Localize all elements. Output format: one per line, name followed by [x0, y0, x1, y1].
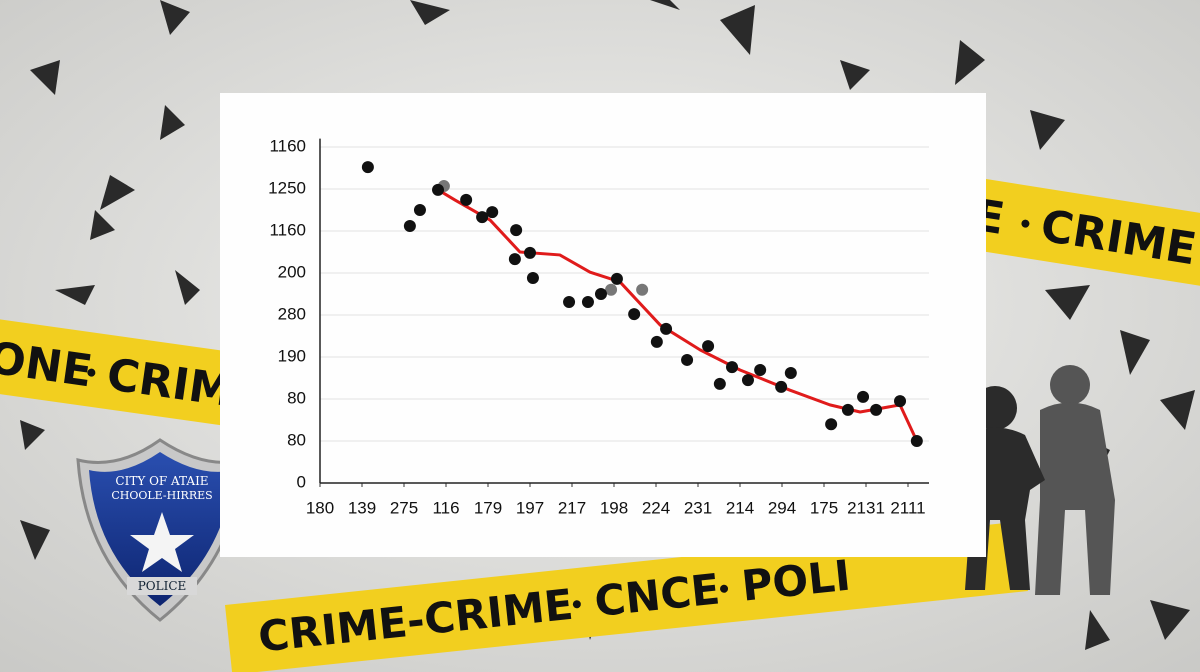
badge-text: CITY OF ATAIE: [115, 474, 208, 488]
data-point: [660, 322, 673, 335]
y-tick-label: 80: [287, 430, 306, 449]
x-tick-label: 231: [684, 498, 712, 517]
data-point: [628, 308, 641, 321]
x-tick-label: 139: [348, 498, 376, 517]
data-point: [508, 253, 521, 266]
y-tick-label: 280: [278, 304, 306, 323]
x-tick-label: 294: [768, 498, 796, 517]
data-point: [594, 288, 607, 300]
tape-left: ONE CRIM: [0, 318, 238, 427]
x-tick-label: 198: [600, 498, 628, 517]
data-point: [726, 361, 739, 374]
data-point: [825, 418, 838, 431]
y-tick-label: 0: [297, 472, 306, 491]
data-point: [775, 380, 788, 393]
y-tick-label: 190: [278, 346, 306, 365]
y-tick-label: 1160: [269, 220, 306, 239]
data-point: [403, 219, 416, 232]
x-tick-label: 197: [516, 498, 544, 517]
tape-text: POLI: [739, 551, 852, 611]
badge: CITY OF ATAIE CHOOLE-HIRRES POLICE: [76, 438, 247, 622]
data-point: [636, 283, 649, 296]
x-tick-label: 180: [306, 498, 334, 517]
data-point: [754, 364, 767, 377]
data-point: [524, 246, 536, 259]
data-point: [510, 224, 523, 237]
data-point: [476, 211, 489, 224]
data-point: [702, 340, 715, 353]
data-point: [741, 374, 754, 387]
data-point: [784, 366, 797, 379]
tape-bottom: CRIME-CRIME CNCE POLI: [225, 521, 1028, 672]
x-tick-label: 116: [432, 498, 459, 517]
y-tick-label: 80: [287, 388, 306, 407]
chart-panel: [220, 93, 986, 557]
data-point: [432, 183, 445, 196]
data-point: [650, 335, 663, 348]
x-tick-label: 179: [474, 498, 502, 517]
x-tick-label: 217: [558, 498, 586, 517]
tape-top-right: E CRIME: [968, 178, 1200, 287]
data-point: [894, 395, 907, 408]
x-tick-label: 275: [390, 498, 418, 517]
data-point: [713, 377, 726, 390]
data-point: [361, 161, 374, 174]
y-tick-label: 200: [278, 262, 306, 281]
data-point: [460, 193, 473, 206]
x-tick-label: 2111: [890, 498, 925, 517]
x-tick-label: 214: [726, 498, 754, 517]
data-point: [857, 390, 870, 403]
x-tick-label: 175: [810, 498, 838, 517]
y-tick-label: 1250: [268, 178, 306, 197]
plot: 0 80 80 190 280 200 1160 1250 1160 180 139 275 116 17…: [268, 136, 929, 517]
data-point: [605, 283, 618, 296]
x-tick-label: 2131: [847, 498, 885, 517]
data-point: [563, 295, 576, 308]
x-tick-label: 224: [642, 498, 670, 517]
data-point: [870, 403, 883, 416]
badge-text: POLICE: [138, 579, 187, 593]
data-point: [841, 403, 854, 416]
data-point: [581, 295, 594, 308]
data-point: [526, 272, 539, 285]
data-point: [486, 206, 499, 219]
data-point: [610, 272, 623, 285]
data-point: [681, 353, 694, 366]
data-point: [910, 435, 923, 447]
y-tick-label: 1160: [269, 136, 306, 155]
data-point: [413, 204, 426, 216]
badge-text: CHOOLE-HIRRES: [111, 489, 212, 502]
